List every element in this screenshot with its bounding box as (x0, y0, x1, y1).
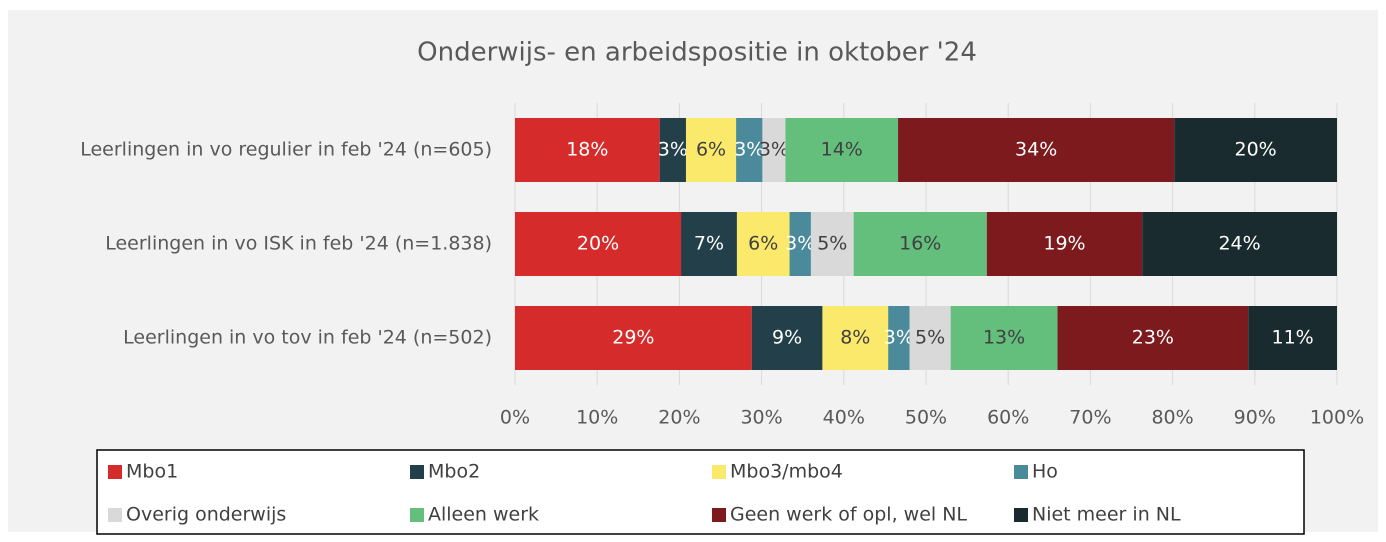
bar-segment (898, 118, 1175, 182)
data-label: 11% (1271, 327, 1313, 349)
bar-segment (659, 118, 686, 182)
x-tick-label: 20% (658, 407, 700, 429)
y-tick-label: Leerlingen in vo tov in feb '24 (n=502) (123, 327, 492, 349)
legend-label: Ho (1032, 461, 1058, 483)
legend-label: Alleen werk (428, 504, 539, 526)
x-tick-label: 0% (500, 407, 530, 429)
bar-segment (736, 212, 790, 276)
x-tick-label: 100% (1310, 407, 1364, 429)
bar-segment (950, 306, 1058, 370)
legend-label: Niet meer in NL (1032, 504, 1181, 526)
bar-segment (515, 306, 752, 370)
data-label: 34% (1015, 139, 1057, 161)
bar-segment (785, 118, 899, 182)
data-label: 24% (1218, 233, 1260, 255)
bar-segment (888, 306, 910, 370)
bar-segment (515, 118, 660, 182)
legend-label: Mbo3/mbo4 (730, 461, 843, 483)
chart-title: Onderwijs- en arbeidspositie in oktober … (417, 38, 977, 68)
data-label: 3% (658, 139, 688, 161)
data-label: 16% (899, 233, 941, 255)
data-label: 3% (884, 327, 914, 349)
bar-segment (853, 212, 987, 276)
data-label: 23% (1132, 327, 1174, 349)
legend-label: Overig onderwijs (126, 504, 286, 526)
bar-segment (822, 306, 889, 370)
x-tick-label: 40% (823, 407, 865, 429)
data-label: 20% (577, 233, 619, 255)
bar-segment (681, 212, 737, 276)
data-label: 3% (785, 233, 815, 255)
data-label: 9% (772, 327, 802, 349)
legend-label: Mbo1 (126, 461, 178, 483)
x-tick-label: 30% (740, 407, 782, 429)
bar-segment (789, 212, 811, 276)
bar-segment (736, 118, 763, 182)
bar-segment (986, 212, 1143, 276)
legend-swatch (108, 465, 122, 479)
data-label: 5% (817, 233, 847, 255)
legend-label: Mbo2 (428, 461, 480, 483)
x-tick-label: 60% (987, 407, 1029, 429)
x-tick-label: 90% (1234, 407, 1276, 429)
legend-swatch (108, 508, 122, 522)
data-label: 7% (694, 233, 724, 255)
bar-segment (515, 212, 682, 276)
data-label: 18% (566, 139, 608, 161)
legend-swatch (712, 465, 726, 479)
data-label: 29% (612, 327, 654, 349)
legend-swatch (1014, 508, 1028, 522)
data-label: 19% (1043, 233, 1085, 255)
data-label: 6% (748, 233, 778, 255)
x-tick-label: 50% (905, 407, 947, 429)
legend-swatch (410, 508, 424, 522)
legend-box (96, 449, 1305, 535)
y-tick-label: Leerlingen in vo ISK in feb '24 (n=1.838… (105, 233, 492, 255)
bar-segment (1248, 306, 1337, 370)
data-label: 5% (915, 327, 945, 349)
data-label: 13% (983, 327, 1025, 349)
bar-segment (1057, 306, 1249, 370)
x-tick-label: 70% (1069, 407, 1111, 429)
legend-swatch (712, 508, 726, 522)
data-label: 20% (1235, 139, 1277, 161)
x-tick-label: 80% (1151, 407, 1193, 429)
y-tick-label: Leerlingen in vo regulier in feb '24 (n=… (80, 139, 492, 161)
data-label: 14% (821, 139, 863, 161)
data-label: 3% (759, 139, 789, 161)
data-label: 3% (734, 139, 764, 161)
bar-segment (1174, 118, 1337, 182)
bar-segment (762, 118, 786, 182)
bar-segment (1142, 212, 1337, 276)
bar-segment (751, 306, 823, 370)
bar-segment (909, 306, 951, 370)
legend-swatch (1014, 465, 1028, 479)
bar-segment (810, 212, 854, 276)
legend-label: Geen werk of opl, wel NL (730, 504, 967, 526)
legend-swatch (410, 465, 424, 479)
data-label: 8% (840, 327, 870, 349)
data-label: 6% (696, 139, 726, 161)
bar-segment (685, 118, 737, 182)
x-tick-label: 10% (576, 407, 618, 429)
